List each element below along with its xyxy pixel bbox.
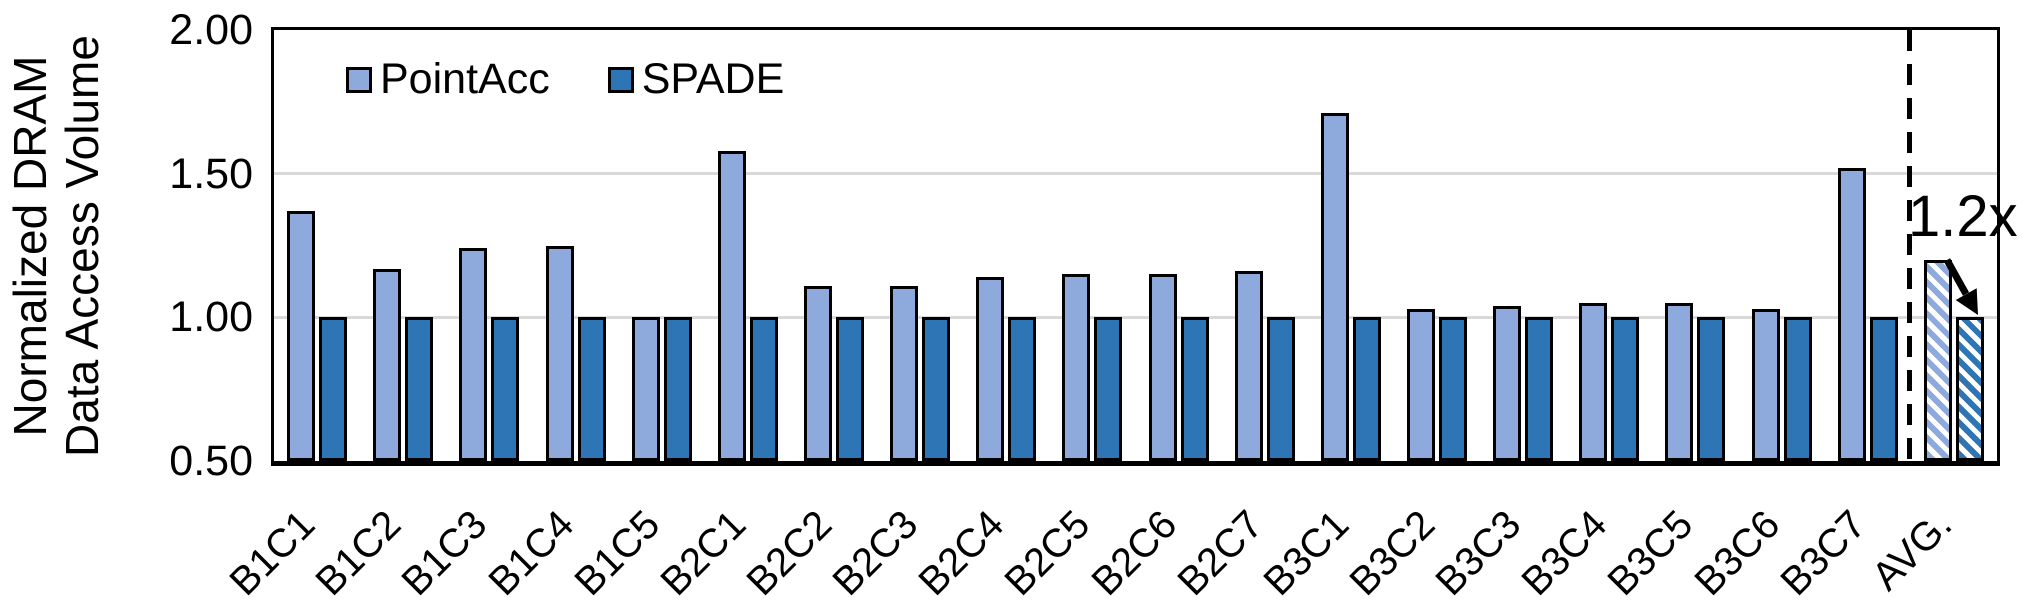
bar-spade-b2c7 [1266, 317, 1295, 461]
bar-pointacc-b2c5 [1062, 274, 1091, 461]
bar-pointacc-b1c5 [631, 317, 660, 461]
legend-swatch-spade [607, 66, 634, 93]
y-axis-title-line2: Data Access Volume [55, 35, 108, 457]
bar-spade-b1c3 [491, 317, 520, 461]
bar-spade-avg [1955, 317, 1984, 461]
avg-separator-dashed-line [1907, 30, 1912, 461]
y-axis-title: Normalized DRAM Data Access Volume [4, 16, 111, 476]
bar-spade-b1c2 [405, 317, 434, 461]
bar-pointacc-b2c7 [1234, 271, 1263, 461]
bar-spade-b3c4 [1611, 317, 1640, 461]
bar-spade-b3c1 [1352, 317, 1381, 461]
y-axis-title-line1: Normalized DRAM [4, 55, 56, 437]
bar-pointacc-b2c2 [803, 285, 832, 461]
bar-pointacc-b3c7 [1837, 167, 1866, 461]
bar-pointacc-b2c6 [1148, 274, 1177, 461]
bar-spade-b2c3 [922, 317, 951, 461]
legend-swatch-pointacc [346, 66, 372, 93]
bar-pointacc-b3c1 [1320, 113, 1349, 461]
bar-pointacc-b3c4 [1579, 302, 1608, 461]
legend-label-spade: SPADE [641, 55, 785, 103]
gridline-1.00 [274, 315, 1997, 319]
bar-spade-b1c1 [319, 317, 348, 461]
y-tick-label-1.00: 1.00 [169, 293, 253, 342]
bar-spade-b3c5 [1697, 317, 1726, 461]
bar-pointacc-b2c3 [890, 285, 919, 461]
bar-spade-b2c1 [749, 317, 778, 461]
bar-pointacc-b1c1 [287, 211, 316, 461]
gridline-1.50 [274, 172, 1997, 176]
annotation-arrow-icon [1943, 258, 1978, 315]
plot-area: PointAcc SPADE 1.2x [271, 27, 2018, 466]
bar-pointacc-b2c4 [976, 277, 1005, 461]
bar-pointacc-b3c2 [1407, 308, 1436, 461]
y-tick-label-2.00: 2.00 [169, 6, 253, 54]
bar-spade-b2c5 [1094, 317, 1123, 461]
bar-pointacc-b1c4 [545, 245, 574, 461]
bar-pointacc-b1c3 [459, 248, 488, 461]
bar-spade-b3c6 [1783, 317, 1812, 461]
bar-spade-b3c3 [1525, 317, 1554, 461]
bar-pointacc-avg [1923, 259, 1952, 461]
bar-pointacc-b2c1 [717, 150, 746, 461]
bar-pointacc-b3c5 [1665, 302, 1694, 461]
bar-pointacc-b3c3 [1493, 305, 1522, 461]
y-tick-label-1.50: 1.50 [169, 149, 253, 198]
annotation-1-2x: 1.2x [1908, 184, 2018, 249]
bar-spade-b1c4 [577, 317, 606, 461]
bar-spade-b2c2 [835, 317, 864, 461]
y-tick-label-0.50: 0.50 [169, 437, 253, 485]
bar-pointacc-b3c6 [1751, 308, 1780, 461]
bar-spade-b3c7 [1869, 317, 1898, 461]
bar-spade-b2c4 [1008, 317, 1037, 461]
bar-pointacc-b1c2 [373, 268, 402, 461]
bar-spade-b1c5 [663, 317, 692, 461]
bar-spade-b3c2 [1439, 317, 1468, 461]
legend: PointAcc SPADE [346, 58, 784, 101]
legend-label-pointacc: PointAcc [380, 55, 550, 103]
bar-spade-b2c6 [1180, 317, 1209, 461]
